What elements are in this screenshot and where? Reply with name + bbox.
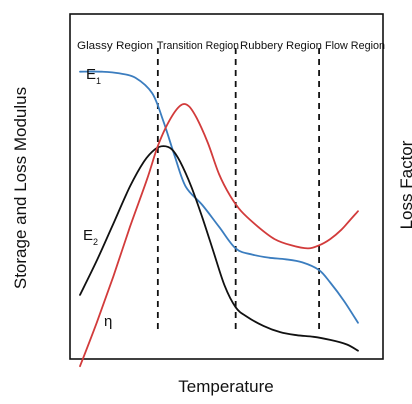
y-axis-label: Storage and Loss Modulus — [11, 87, 30, 289]
region-label-1: Glassy Region — [77, 40, 153, 52]
series-label-eta: η — [104, 313, 112, 330]
series-line-eta — [79, 103, 359, 368]
series-line-e1 — [79, 70, 359, 324]
region-label-2: Transition Region — [157, 40, 239, 52]
plot-frame — [69, 13, 384, 360]
region-label-4: Flow Region — [325, 40, 385, 52]
y2-axis-label: Loss Factor — [397, 140, 412, 229]
series-label-subscript: 1 — [96, 76, 101, 86]
x-axis-label: Temperature — [178, 377, 273, 396]
series-line-e2 — [79, 145, 359, 352]
series-label-subscript: 2 — [93, 237, 98, 247]
region-label-3: Rubbery Region — [240, 40, 322, 52]
